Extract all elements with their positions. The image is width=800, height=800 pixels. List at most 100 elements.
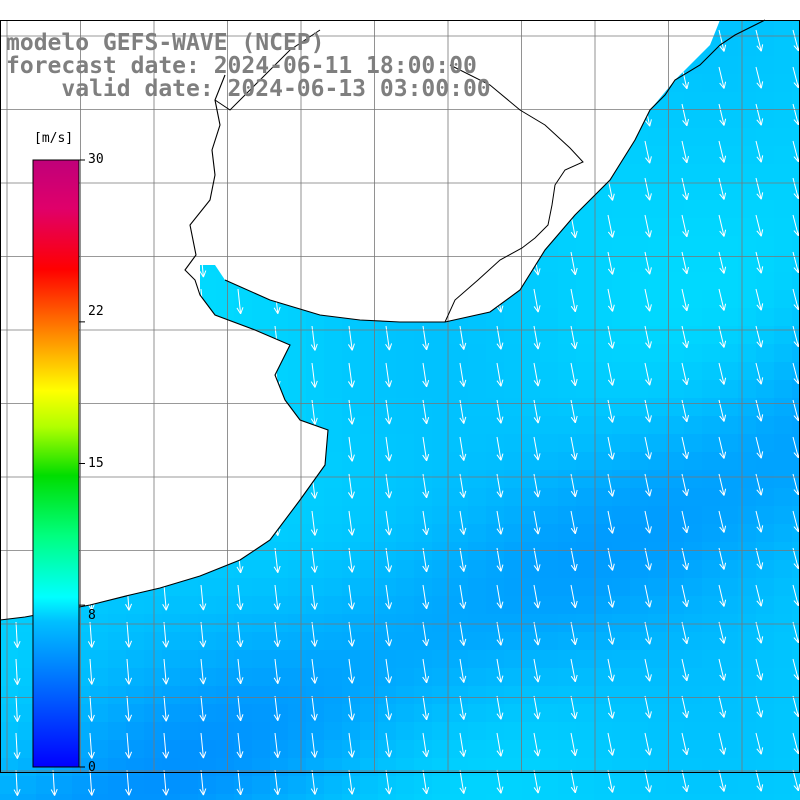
wind-arrow: [125, 436, 133, 463]
speed-cell: [684, 470, 702, 488]
speed-cell: [162, 128, 180, 146]
speed-cell: [108, 776, 126, 794]
speed-cell: [702, 146, 720, 164]
speed-cell: [504, 542, 522, 560]
speed-cell: [756, 362, 774, 380]
speed-cell: [198, 452, 216, 470]
speed-cell: [288, 668, 306, 686]
speed-cell: [270, 506, 288, 524]
speed-cell: [540, 362, 558, 380]
speed-cell: [144, 488, 162, 506]
speed-cell: [684, 290, 702, 308]
speed-cell: [126, 542, 144, 560]
speed-cell: [612, 596, 630, 614]
wind-arrow: [87, 658, 95, 685]
speed-cell: [270, 614, 288, 632]
speed-cell: [630, 794, 648, 800]
wind-arrow: [644, 140, 652, 164]
speed-cell: [756, 326, 774, 344]
speed-cell: [252, 578, 270, 596]
wind-arrow: [718, 473, 727, 496]
speed-cell: [666, 326, 684, 344]
speed-cell: [684, 452, 702, 470]
speed-cell: [738, 794, 756, 800]
speed-cell: [792, 704, 800, 722]
speed-cell: [558, 272, 576, 290]
speed-cell: [648, 668, 666, 686]
speed-cell: [432, 722, 450, 740]
speed-cell: [558, 794, 576, 800]
speed-cell: [414, 110, 432, 128]
speed-cell: [414, 722, 432, 740]
speed-cell: [396, 704, 414, 722]
wind-arrow: [236, 695, 244, 722]
speed-cell: [612, 56, 630, 74]
speed-cell: [774, 128, 792, 146]
speed-cell: [792, 524, 800, 542]
wind-arrow: [644, 769, 652, 793]
wind-arrow: [125, 251, 133, 278]
speed-cell: [324, 488, 342, 506]
speed-cell: [666, 434, 684, 452]
speed-cell: [0, 578, 18, 596]
wind-arrow: [496, 436, 504, 461]
speed-cell: [594, 146, 612, 164]
speed-cell: [522, 488, 540, 506]
wind-arrow: [422, 177, 430, 203]
wind-arrow: [347, 510, 355, 536]
speed-cell: [684, 92, 702, 110]
wind-arrow: [87, 362, 95, 389]
speed-cell: [522, 758, 540, 776]
speed-cell: [594, 272, 612, 290]
speed-cell: [648, 434, 666, 452]
speed-cell: [108, 668, 126, 686]
wind-arrow: [718, 547, 727, 570]
speed-cell: [540, 434, 558, 452]
coastline-north: [224, 19, 766, 323]
wind-arrow: [87, 510, 95, 537]
wind-arrow: [162, 214, 170, 241]
speed-cell: [18, 632, 36, 650]
speed-cell: [342, 542, 360, 560]
speed-cell: [468, 542, 486, 560]
speed-cell: [684, 488, 702, 506]
wind-arrow: [125, 214, 133, 241]
speed-cell: [198, 758, 216, 776]
speed-cell: [252, 794, 270, 800]
speed-cell: [432, 398, 450, 416]
wind-arrow: [13, 436, 21, 463]
speed-cell: [558, 596, 576, 614]
speed-cell: [396, 488, 414, 506]
wind-arrow: [718, 584, 727, 607]
speed-cell: [702, 650, 720, 668]
speed-cell: [126, 362, 144, 380]
speed-cell: [792, 38, 800, 56]
speed-cell: [342, 596, 360, 614]
wind-arrow: [310, 732, 318, 758]
speed-cell: [612, 362, 630, 380]
wind-arrow: [236, 658, 244, 685]
wind-arrow: [385, 658, 393, 684]
speed-cell: [432, 776, 450, 794]
wind-arrow: [347, 214, 355, 240]
speed-cell: [126, 452, 144, 470]
speed-cell: [216, 164, 234, 182]
speed-cell: [540, 596, 558, 614]
wind-arrow: [273, 140, 281, 166]
speed-cell: [216, 326, 234, 344]
speed-cell: [216, 362, 234, 380]
wind-arrow: [125, 547, 133, 574]
speed-cell: [504, 56, 522, 74]
wind-arrow: [570, 510, 578, 535]
wind-arrow: [644, 658, 652, 682]
speed-cell: [720, 218, 738, 236]
speed-cell: [324, 380, 342, 398]
wind-arrow: [13, 214, 21, 241]
wind-arrow: [644, 732, 652, 756]
speed-cell: [414, 452, 432, 470]
wind-arrow: [718, 29, 727, 52]
speed-cell: [432, 236, 450, 254]
speed-cell: [738, 668, 756, 686]
speed-cell: [612, 38, 630, 56]
